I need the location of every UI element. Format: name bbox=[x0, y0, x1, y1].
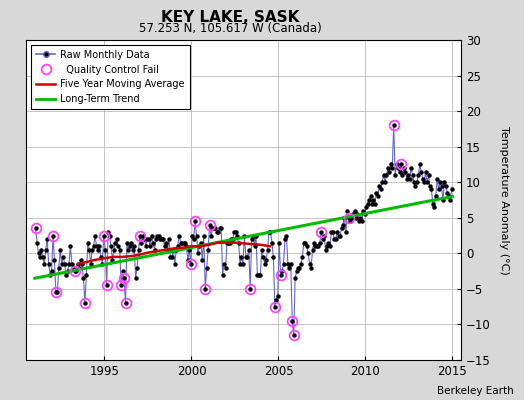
Text: Berkeley Earth: Berkeley Earth bbox=[437, 386, 514, 396]
Y-axis label: Temperature Anomaly (°C): Temperature Anomaly (°C) bbox=[499, 126, 509, 274]
Text: KEY LAKE, SASK: KEY LAKE, SASK bbox=[161, 10, 300, 25]
Text: 57.253 N, 105.617 W (Canada): 57.253 N, 105.617 W (Canada) bbox=[139, 22, 322, 35]
Legend: Raw Monthly Data,   Quality Control Fail, Five Year Moving Average, Long-Term Tr: Raw Monthly Data, Quality Control Fail, … bbox=[31, 45, 190, 109]
